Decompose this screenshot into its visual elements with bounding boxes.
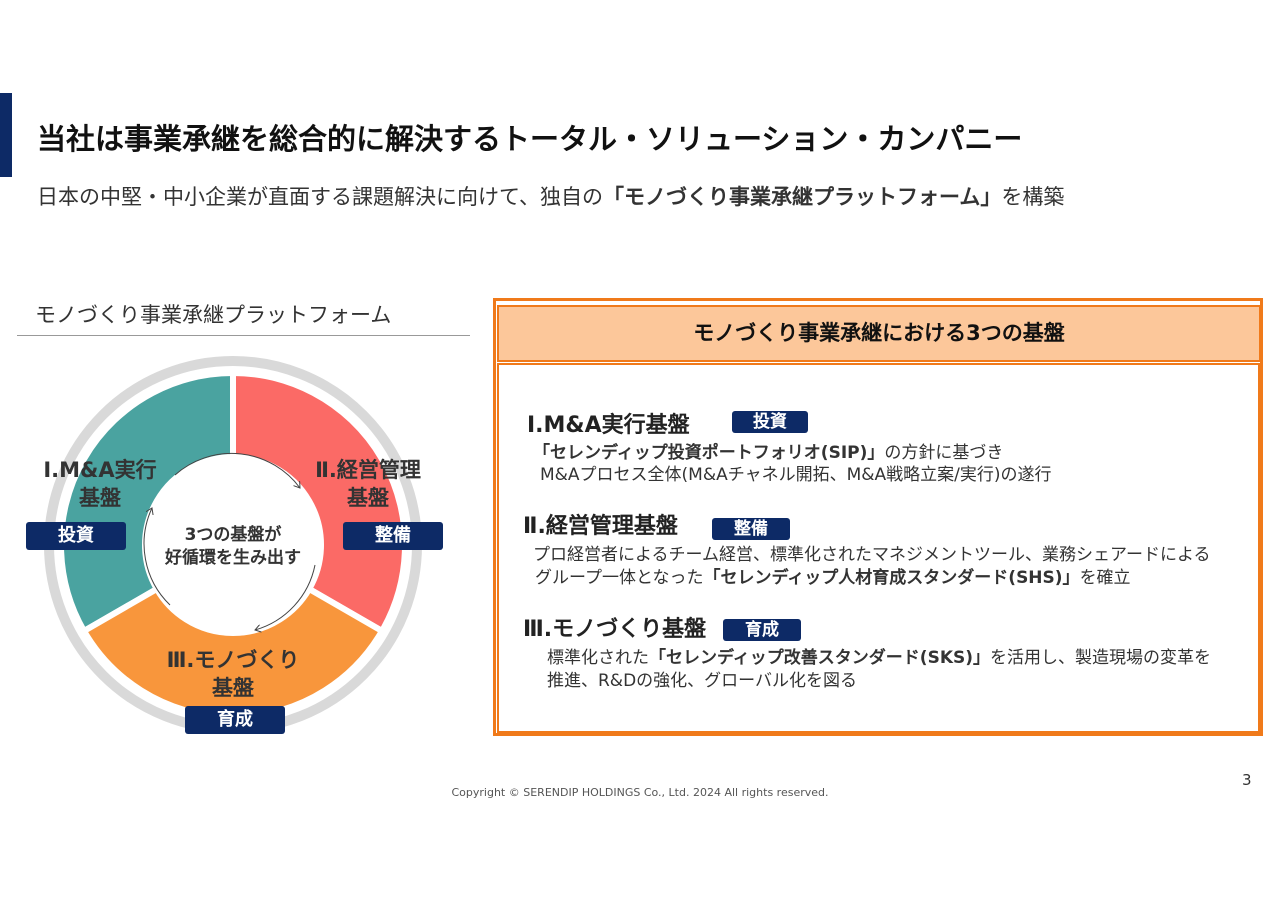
divider bbox=[17, 335, 470, 336]
box-header: モノづくり事業承継における3つの基盤 bbox=[497, 305, 1261, 362]
text-run: 標準化された bbox=[547, 648, 649, 668]
segment-label: Ⅰ.M&A実行 基盤 bbox=[0, 456, 200, 512]
text-run: M&Aプロセス全体(M&Aチャネル開拓、M&A戦略立案/実行)の遂行 bbox=[540, 465, 1052, 485]
text-run: 推進、R&Dの強化、グローバル化を図る bbox=[547, 671, 857, 691]
text-run: を活用し、製造現場の変革を bbox=[990, 648, 1212, 668]
text-run: 日本の中堅・中小企業が直面する課題解決に向けて、独自の bbox=[37, 185, 603, 209]
item-tag: 整備 bbox=[712, 518, 790, 540]
center-line: 好循環を生み出す bbox=[165, 548, 301, 568]
item-heading: Ⅱ.経営管理基盤 bbox=[523, 514, 678, 539]
ring-segment bbox=[230, 369, 408, 636]
text-run: 「セレンディップ投資ポートフォリオ(SIP)」 bbox=[533, 443, 885, 463]
label-line: Ⅲ.モノづくり bbox=[166, 648, 300, 672]
segment-label: Ⅲ.モノづくり 基盤 bbox=[133, 646, 333, 702]
text-run: 「モノづくり事業承継プラットフォーム」 bbox=[602, 185, 1002, 209]
item-tag: 育成 bbox=[723, 619, 801, 641]
segment-label: Ⅱ.経営管理 基盤 bbox=[268, 456, 468, 512]
accent-bar bbox=[0, 93, 12, 177]
segment-tag: 整備 bbox=[343, 522, 443, 550]
title: 当社は事業承継を総合的に解決するトータル・ソリューション・カンパニー bbox=[37, 122, 1023, 156]
label-line: 基盤 bbox=[347, 486, 389, 510]
cycle-arrow bbox=[255, 564, 316, 630]
label-line: 基盤 bbox=[79, 486, 121, 510]
cycle-arrow bbox=[143, 508, 171, 606]
text-run: 「セレンディップ改善スタンダード(SKS)」 bbox=[649, 648, 991, 668]
text-run: を確立 bbox=[1079, 568, 1131, 588]
text-run: を構築 bbox=[1001, 185, 1065, 209]
label-line: 基盤 bbox=[212, 676, 254, 700]
label-line: Ⅱ.経営管理 bbox=[315, 458, 421, 482]
item-line: 標準化された「セレンディップ改善スタンダード(SKS)」を活用し、製造現場の変革… bbox=[547, 643, 1211, 668]
page-number: 3 bbox=[1242, 771, 1252, 789]
foundation-box bbox=[493, 298, 1263, 736]
subtitle: 日本の中堅・中小企業が直面する課題解決に向けて、独自の「モノづくり事業承継プラッ… bbox=[37, 181, 1064, 211]
item-line: 推進、R&Dの強化、グローバル化を図る bbox=[547, 666, 857, 691]
item-heading: Ⅲ.モノづくり基盤 bbox=[523, 617, 707, 642]
section-title: モノづくり事業承継プラットフォーム bbox=[35, 303, 392, 327]
copyright: Copyright © SERENDIP HOLDINGS Co., Ltd. … bbox=[451, 786, 829, 799]
text-run: プロ経営者によるチーム経営、標準化されたマネジメントツール、業務シェアードによる bbox=[533, 545, 1211, 565]
item-line: グループ一体となった「セレンディップ人材育成スタンダード(SHS)」を確立 bbox=[535, 563, 1131, 588]
box-body bbox=[497, 363, 1260, 733]
cycle-arrow bbox=[174, 452, 300, 488]
text-run: の方針に基づき bbox=[884, 443, 1004, 463]
item-tag: 投資 bbox=[732, 411, 808, 433]
text-run: グループ一体となった bbox=[535, 568, 704, 588]
item-line: 「セレンディップ投資ポートフォリオ(SIP)」の方針に基づき bbox=[533, 438, 1003, 463]
item-line: M&Aプロセス全体(M&Aチャネル開拓、M&A戦略立案/実行)の遂行 bbox=[540, 460, 1051, 485]
label-line: Ⅰ.M&A実行 bbox=[43, 458, 157, 482]
segment-tag: 投資 bbox=[26, 522, 126, 550]
center-line: 3つの基盤が bbox=[184, 525, 282, 545]
cycle-diagram bbox=[44, 356, 422, 734]
center-text: 3つの基盤が 好循環を生み出す bbox=[143, 524, 323, 570]
segment-tag: 育成 bbox=[185, 706, 285, 734]
item-line: プロ経営者によるチーム経営、標準化されたマネジメントツール、業務シェアードによる bbox=[533, 540, 1210, 565]
text-run: 「セレンディップ人材育成スタンダード(SHS)」 bbox=[703, 568, 1080, 588]
item-heading: Ⅰ.M&A実行基盤 bbox=[527, 413, 690, 438]
